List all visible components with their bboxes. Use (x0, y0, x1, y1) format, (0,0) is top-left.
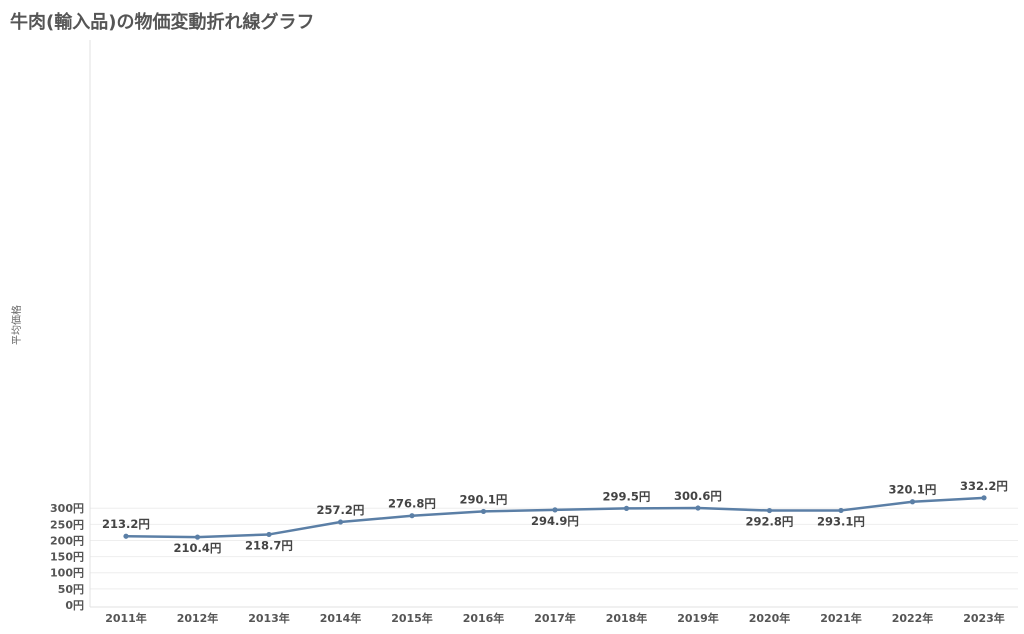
x-tick-label: 2018年 (606, 611, 648, 625)
x-tick-label: 2011年 (105, 611, 147, 625)
data-point (480, 508, 487, 515)
data-label: 276.8円 (388, 497, 436, 511)
y-tick-label: 150円 (50, 551, 84, 564)
x-tick-label: 2023年 (963, 611, 1005, 625)
x-tick-label: 2020年 (749, 611, 791, 625)
data-point (766, 507, 773, 514)
y-tick-label: 250円 (50, 518, 84, 531)
data-point (552, 507, 558, 513)
y-tick-label: 0円 (65, 599, 84, 612)
x-tick-label: 2016年 (463, 611, 505, 625)
data-label: 294.9円 (531, 514, 579, 528)
data-label: 213.2円 (102, 517, 150, 531)
data-point (695, 505, 701, 511)
x-tick-label: 2015年 (391, 611, 433, 625)
x-tick-label: 2017年 (534, 611, 576, 625)
x-tick-label: 2012年 (177, 611, 219, 625)
data-point (266, 531, 272, 538)
data-point (838, 507, 844, 514)
data-point (194, 534, 201, 540)
y-tick-label: 200円 (50, 534, 84, 547)
data-label: 300.6円 (674, 489, 722, 503)
data-label: 292.8円 (746, 515, 794, 529)
data-label: 332.2円 (960, 479, 1008, 493)
x-tick-label: 2021年 (820, 611, 862, 625)
data-label: 257.2円 (317, 503, 365, 517)
data-point (623, 505, 630, 511)
data-label: 299.5円 (603, 489, 651, 503)
y-tick-label: 300円 (50, 502, 84, 515)
data-point (409, 513, 415, 519)
data-label: 210.4円 (174, 541, 222, 555)
y-axis-title: 平均価格 (10, 305, 23, 345)
chart-title: 牛肉(輸入品)の物価変動折れ線グラフ (10, 12, 315, 33)
data-point (123, 533, 129, 539)
data-label: 218.7円 (245, 538, 293, 552)
data-point (337, 519, 344, 525)
x-tick-label: 2022年 (892, 611, 934, 625)
data-point (981, 495, 987, 501)
x-tick-label: 2013年 (248, 611, 290, 625)
y-tick-label: 100円 (50, 567, 84, 580)
data-label: 293.1円 (817, 514, 865, 528)
data-point (909, 499, 916, 505)
data-label: 320.1円 (889, 483, 937, 497)
data-label: 290.1円 (460, 492, 508, 506)
y-tick-label: 50円 (58, 583, 84, 596)
x-tick-label: 2014年 (320, 611, 362, 625)
x-tick-label: 2019年 (677, 611, 719, 625)
